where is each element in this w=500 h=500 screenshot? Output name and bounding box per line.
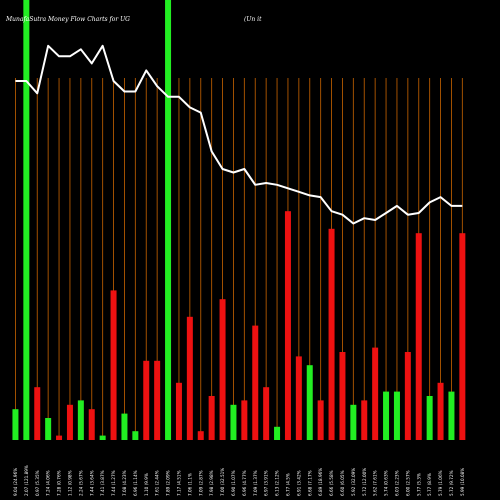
volume-bar bbox=[404, 352, 411, 440]
volume-bar bbox=[372, 347, 379, 440]
x-tick-label: 6.97 (3.91% bbox=[264, 470, 269, 496]
volume-bar bbox=[12, 409, 19, 440]
x-tick-label: 7.24 (4.06% bbox=[46, 470, 51, 496]
volume-bar bbox=[230, 404, 237, 440]
x-tick-label: 2.07 (121.89% bbox=[24, 465, 29, 496]
x-tick-label: 2.24 (5.67% bbox=[78, 470, 83, 496]
volume-bar bbox=[448, 391, 455, 440]
volume-bar bbox=[143, 360, 150, 440]
x-tick-labels: 9.04 (24.96% 2.07 (121.89% 0.97 (5.35% 7.24… bbox=[13, 465, 465, 496]
volume-bar bbox=[110, 290, 117, 440]
x-tick-label: 5.92 (32.09% bbox=[351, 468, 356, 496]
volume-bar bbox=[306, 365, 313, 440]
x-tick-label: 7.44 (1.27% bbox=[111, 470, 116, 496]
volume-bar bbox=[208, 396, 215, 440]
x-tick-label: 7.17 (4.51% bbox=[176, 470, 181, 496]
volume-bar bbox=[88, 409, 95, 440]
volume-bar bbox=[350, 404, 357, 440]
x-tick-label: 6.96 (4.77% bbox=[242, 470, 247, 496]
x-tick-label: 7.06 (1.1% bbox=[187, 473, 192, 496]
x-tick-label: 6.91 (3.42% bbox=[296, 470, 301, 496]
volume-bar bbox=[186, 316, 193, 440]
volume-bar bbox=[45, 418, 52, 440]
x-tick-label: 0.97 (5.35% bbox=[35, 470, 40, 496]
x-tick-label: 7.00 (32.51% bbox=[220, 468, 225, 496]
volume-bar bbox=[252, 325, 259, 440]
x-tick-label: 5.77 (8.9% bbox=[427, 473, 432, 496]
chart-title: MunafaSutra Money Flow Charts for UG bbox=[5, 16, 130, 23]
volume-bar bbox=[56, 435, 63, 440]
volume-bar bbox=[241, 400, 248, 440]
x-tick-label: 5.74 (0.63% bbox=[384, 470, 389, 496]
volume-bar bbox=[274, 426, 281, 440]
x-tick-label: 6.60 (6.05% bbox=[340, 470, 345, 496]
chart-subtitle: (Un it bbox=[244, 16, 262, 23]
x-tick-label: 7.08 (4.23% bbox=[122, 470, 127, 496]
volume-bar bbox=[23, 0, 30, 440]
x-tick-label: 6.13 (2.12% bbox=[275, 470, 280, 496]
volume-bar bbox=[132, 431, 139, 440]
volume-bar bbox=[154, 360, 161, 440]
volume-bar bbox=[121, 413, 128, 440]
volume-bar bbox=[34, 387, 41, 440]
price-line-path bbox=[15, 44, 463, 225]
x-tick-label: 7.28 (0.76% bbox=[57, 470, 62, 496]
volume-bar bbox=[284, 211, 291, 440]
x-tick-label: 1.10 (9.9% bbox=[144, 473, 149, 496]
volume-bar bbox=[339, 352, 346, 440]
x-tick-label: 7.44 (3.64% bbox=[89, 470, 94, 496]
x-tick-label: 5.62 (7.61% bbox=[373, 470, 378, 496]
volume-bar bbox=[197, 431, 204, 440]
x-tick-label: 7.61 (2.44% bbox=[155, 470, 160, 496]
x-tick-label: 6.90 (1.07% bbox=[231, 470, 236, 496]
x-tick-label: 1.12 (0.98% bbox=[67, 470, 72, 496]
volume-bar bbox=[437, 382, 444, 440]
volume-bar bbox=[361, 400, 368, 440]
x-tick-label: 7.09 (1.37% bbox=[253, 470, 258, 496]
volume-bar bbox=[393, 391, 400, 440]
volume-bar bbox=[383, 391, 390, 440]
volume-bar bbox=[175, 382, 182, 440]
volume-bar bbox=[426, 396, 433, 440]
x-tick-label: 6.96 (1.14% bbox=[133, 470, 138, 496]
x-tick-label: 6.03 (2.23% bbox=[394, 470, 399, 496]
x-tick-label: 5.72 (9.72% bbox=[449, 470, 454, 496]
x-tick-label: 5.72 (12.00% bbox=[362, 468, 367, 496]
volume-bar bbox=[263, 387, 270, 440]
volume-bars bbox=[12, 0, 466, 440]
x-tick-label: 7.41 (3.87% bbox=[100, 470, 105, 496]
x-tick-label: 5.77 (5.3% bbox=[416, 473, 421, 496]
volume-bar bbox=[77, 400, 84, 440]
x-tick-label: 6.66 (5.58% bbox=[329, 470, 334, 496]
volume-bar bbox=[66, 404, 73, 440]
volume-bar bbox=[99, 435, 106, 440]
volume-bar bbox=[459, 233, 466, 440]
x-tick-label: 6.68 (7.17% bbox=[307, 470, 312, 496]
price-line bbox=[15, 44, 463, 225]
x-tick-label: 6.77 (4.5% bbox=[285, 473, 290, 496]
volume-bar bbox=[219, 299, 226, 440]
x-tick-label: 7.98 (2.98% bbox=[209, 470, 214, 496]
volume-bar bbox=[295, 356, 302, 440]
x-tick-label: 9.04 (24.96% bbox=[13, 468, 18, 496]
volume-bar bbox=[317, 400, 324, 440]
x-tick-label: 7.89 (2.09% bbox=[166, 470, 171, 496]
volume-bar bbox=[165, 0, 172, 440]
volume-bar bbox=[328, 228, 335, 440]
x-tick-label: 6.00 (2.57% bbox=[405, 470, 410, 496]
volume-bar bbox=[415, 233, 422, 440]
x-tick-label: 6.89 (18.96% bbox=[318, 468, 323, 496]
x-tick-label: 5.79 (1.06% bbox=[438, 470, 443, 496]
x-tick-label: 5.99 (10.08% bbox=[460, 468, 465, 496]
x-tick-label: 7.09 (2.87% bbox=[198, 470, 203, 496]
